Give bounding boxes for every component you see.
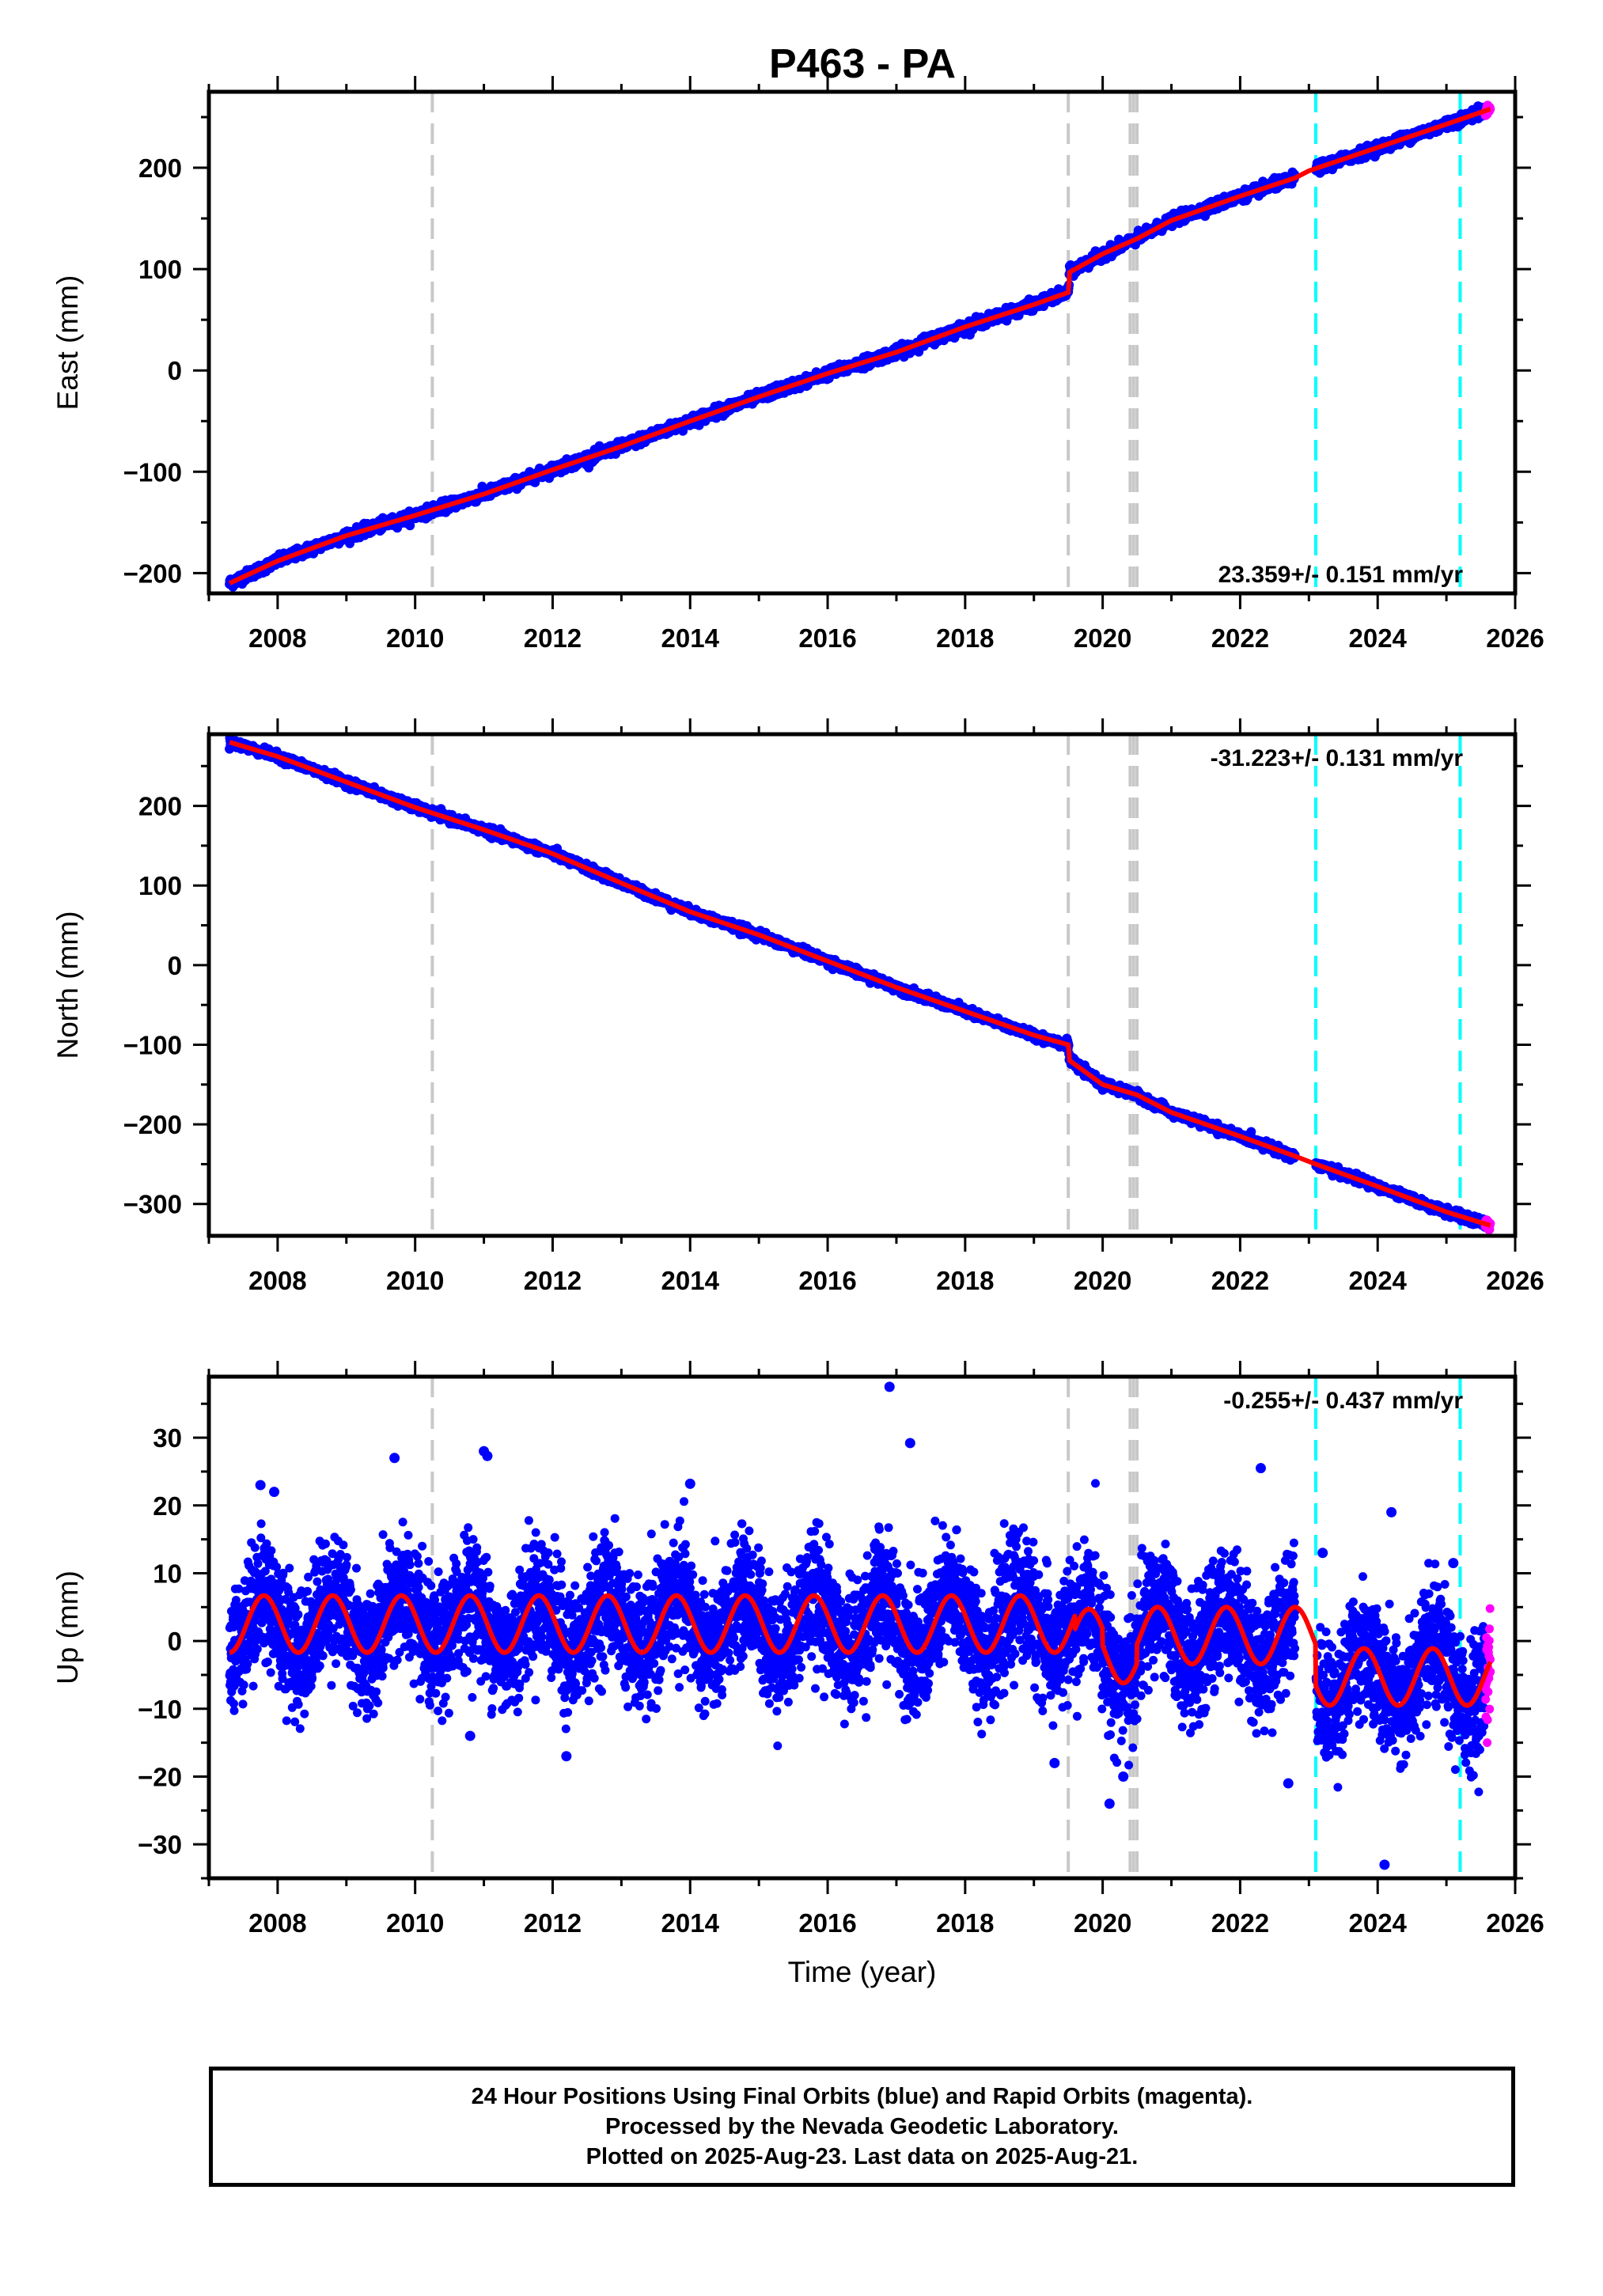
x-tick-label: 2016 (798, 623, 856, 653)
x-tick-label: 2014 (661, 623, 720, 653)
y-tick-label: 0 (168, 356, 182, 385)
x-tick-label: 2026 (1486, 623, 1544, 653)
y-tick-label: 100 (138, 255, 182, 284)
east-y-axis-label: East (mm) (51, 275, 84, 411)
figure-title: P463 - PA (769, 41, 956, 87)
y-tick-label: −200 (123, 559, 182, 588)
north-plot-area (225, 734, 1495, 1236)
y-tick-label: −100 (123, 457, 182, 487)
x-tick-label: 2020 (1074, 623, 1131, 653)
x-tick-label: 2024 (1348, 623, 1407, 653)
y-tick-label: 200 (138, 153, 182, 183)
east-plot-area (225, 92, 1495, 593)
x-tick-label: 2022 (1211, 623, 1269, 653)
x-tick-label: 2010 (386, 623, 444, 653)
east-model-line (227, 106, 1493, 585)
x-tick-label: 2008 (248, 623, 306, 653)
north-panel: 2008 2010 2012 2014 2016 2018 2020 2022 2024 2026… (51, 718, 1544, 1295)
east-velocity-label: 23.359+/- 0.151 mm/yr (1218, 562, 1464, 588)
x-tick-label: 2012 (524, 623, 582, 653)
east-panel: 2008 2010 2012 2014 2016 2018 2020 2022 2024 2026… (51, 76, 1544, 653)
x-tick-label: 2018 (936, 623, 994, 653)
